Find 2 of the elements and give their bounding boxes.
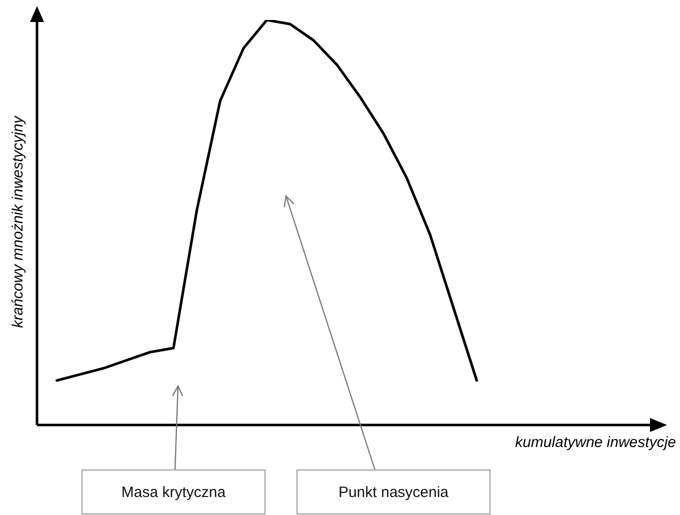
x-axis-title: kumulatywne inwestycje: [515, 434, 676, 451]
y-axis-title: krańcowy mnożnik inwestycyjny: [10, 116, 26, 328]
